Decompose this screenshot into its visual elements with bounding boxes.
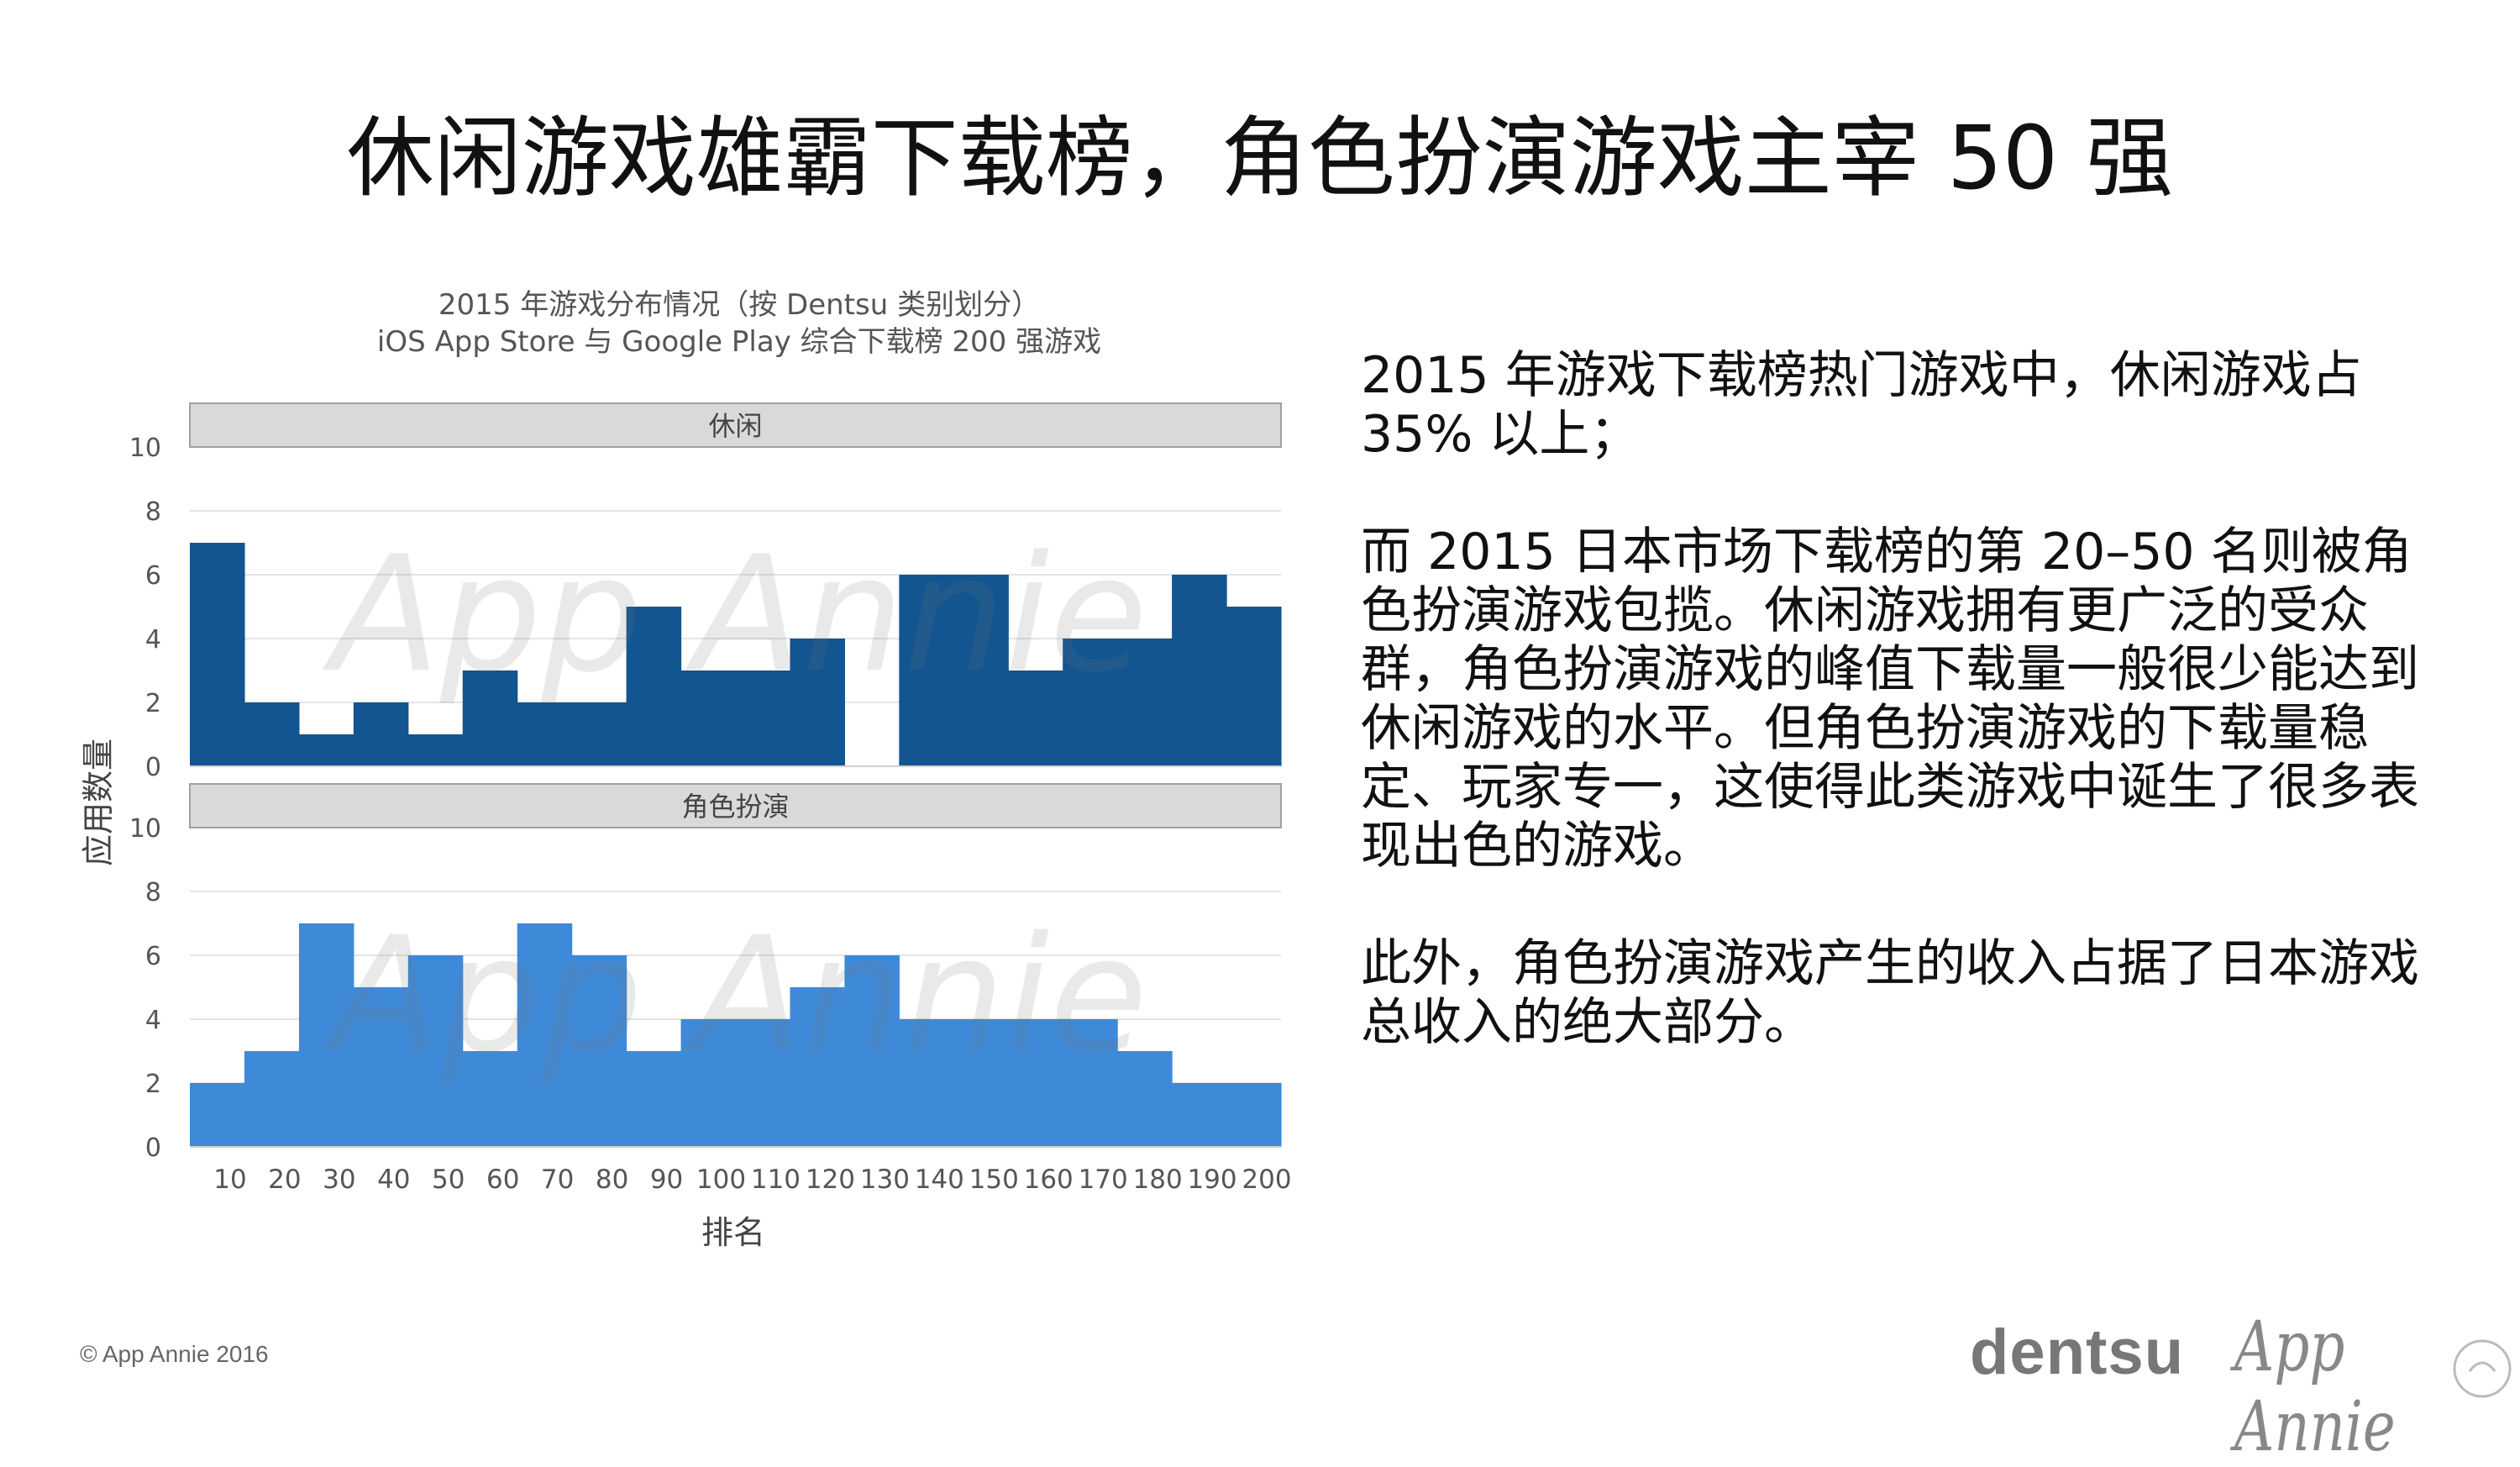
chart-panels: 休闲 0 2 4 6 8 10 App Annie 角色扮演 0 2 4 6 8 10 App Annie — [129, 402, 1282, 1163]
x-tick-label: 60 — [486, 1165, 519, 1195]
histogram-bar — [244, 702, 300, 766]
x-tick-label: 170 — [1079, 1165, 1128, 1195]
y-tick-label: 6 — [145, 942, 161, 971]
histogram-bar — [298, 923, 354, 1147]
histogram-bar — [680, 670, 737, 766]
corner-stamp-icon — [2453, 1339, 2512, 1398]
chart-svg: 休闲 0 2 4 6 8 10 App Annie 角色扮演 0 2 4 6 8 10 App Annie 1… — [80, 402, 1292, 1251]
histogram-bar — [735, 1019, 791, 1147]
histogram-bar — [1117, 1051, 1173, 1147]
histogram-bar — [517, 923, 573, 1147]
paragraph-1: 2015 年游戏下载榜热门游戏中，休闲游戏占35% 以上； — [1361, 346, 2362, 464]
x-tick-label: 20 — [268, 1165, 301, 1195]
y-tick-label: 2 — [145, 689, 161, 718]
histogram-bar — [462, 670, 518, 766]
app-annie-logo: App Annie — [2234, 1307, 2396, 1467]
y-tick-label: 0 — [145, 753, 161, 782]
x-tick-label: 10 — [213, 1165, 246, 1195]
histogram-bar — [1063, 639, 1118, 766]
histogram-bar — [844, 955, 900, 1147]
y-tick-label: 10 — [129, 434, 161, 463]
histogram-bar — [680, 1019, 737, 1147]
paragraph-2: 而 2015 日本市场下载榜的第 20–50 名则被角色扮演游戏包揽。休闲游戏拥… — [1361, 523, 2419, 875]
histogram-bar — [1063, 1019, 1118, 1147]
y-tick-label: 8 — [145, 878, 161, 907]
chart-subtitle: iOS App Store 与 Google Play 综合下载榜 200 强游… — [376, 325, 1102, 359]
chart-title: 2015 年游戏分布情况（按 Dentsu 类别划分） — [438, 288, 1041, 322]
x-tick-label: 70 — [541, 1165, 574, 1195]
x-tick-label: 80 — [596, 1165, 628, 1195]
x-tick-label: 30 — [323, 1165, 355, 1195]
copyright: © App Annie 2016 — [80, 1341, 269, 1367]
histogram-bar — [298, 734, 354, 766]
paragraph-3: 此外，角色扮演游戏产生的收入占据了日本游戏总收入的绝大部分。 — [1361, 934, 2419, 1052]
x-tick-label: 190 — [1187, 1165, 1236, 1195]
x-tick-label: 90 — [650, 1165, 683, 1195]
facet-strip — [189, 402, 1282, 448]
x-tick-label: 150 — [969, 1165, 1019, 1195]
y-axis-label: 应用数量 — [80, 739, 117, 866]
histogram-bar — [1226, 1083, 1282, 1147]
description-text: 2015 年游戏下载榜热门游戏中，休闲游戏占35% 以上； 而 2015 日本市… — [1361, 346, 2444, 1111]
y-tick-label: 4 — [145, 1006, 161, 1035]
y-tick-label: 4 — [145, 625, 161, 655]
histogram-bar — [1008, 670, 1063, 766]
histogram-bar — [626, 1051, 682, 1147]
x-tick-label: 200 — [1242, 1165, 1291, 1195]
y-tick-label: 10 — [129, 814, 161, 844]
facet-strip-label: 角色扮演 — [681, 791, 789, 823]
histogram-bar — [1172, 575, 1227, 766]
histogram-bar — [571, 702, 627, 766]
histogram-bar — [407, 734, 464, 766]
histogram-bar — [1008, 1019, 1063, 1147]
histogram-bar — [244, 1051, 300, 1147]
histogram-bar — [953, 575, 1009, 766]
histogram-bar — [790, 639, 845, 766]
y-tick-label: 8 — [145, 497, 161, 527]
x-tick-label: 40 — [377, 1165, 410, 1195]
page-title: 休闲游戏雄霸下载榜，角色扮演游戏主宰 50 强 — [346, 107, 2174, 209]
histogram-bar — [571, 955, 627, 1147]
x-tick-label: 110 — [751, 1165, 801, 1195]
x-axis-label: 排名 — [701, 1214, 765, 1251]
histogram-bar — [899, 1019, 954, 1147]
histogram-bar — [626, 607, 682, 766]
histogram-bar — [462, 1051, 518, 1147]
histogram-bar — [1172, 1083, 1227, 1147]
histogram-bar — [190, 543, 245, 766]
histogram-bar — [353, 702, 409, 766]
y-tick-label: 0 — [145, 1133, 161, 1163]
histogram-bar — [407, 955, 464, 1147]
x-tick-label: 100 — [696, 1165, 746, 1195]
histogram-bar — [353, 987, 409, 1147]
histogram-bar — [1117, 639, 1173, 766]
x-tick-labels: 10 20 30 40 50 60 70 80 90 100 110 120 130 140 150 160 1… — [213, 1165, 1291, 1195]
histogram-bar — [735, 670, 791, 766]
y-tick-label: 2 — [145, 1070, 161, 1099]
histogram-bar — [190, 1083, 245, 1147]
x-tick-label: 140 — [915, 1165, 964, 1195]
x-tick-label: 130 — [860, 1165, 910, 1195]
y-tick-label: 6 — [145, 561, 161, 591]
histogram-bar — [899, 575, 954, 766]
histogram-bar — [517, 702, 573, 766]
histogram-bar — [953, 1019, 1009, 1147]
dentsu-logo: dentsu — [1970, 1317, 2185, 1388]
x-tick-label: 160 — [1024, 1165, 1074, 1195]
watermark-text: App Annie — [322, 522, 1147, 707]
x-tick-label: 180 — [1133, 1165, 1183, 1195]
x-tick-label: 50 — [432, 1165, 465, 1195]
facet-strip — [189, 783, 1282, 828]
watermark-text: App Annie — [322, 902, 1147, 1088]
x-tick-label: 120 — [806, 1165, 855, 1195]
facet-strip-label: 休闲 — [708, 410, 762, 442]
histogram-bar — [1226, 607, 1282, 766]
histogram-bar — [790, 987, 845, 1147]
